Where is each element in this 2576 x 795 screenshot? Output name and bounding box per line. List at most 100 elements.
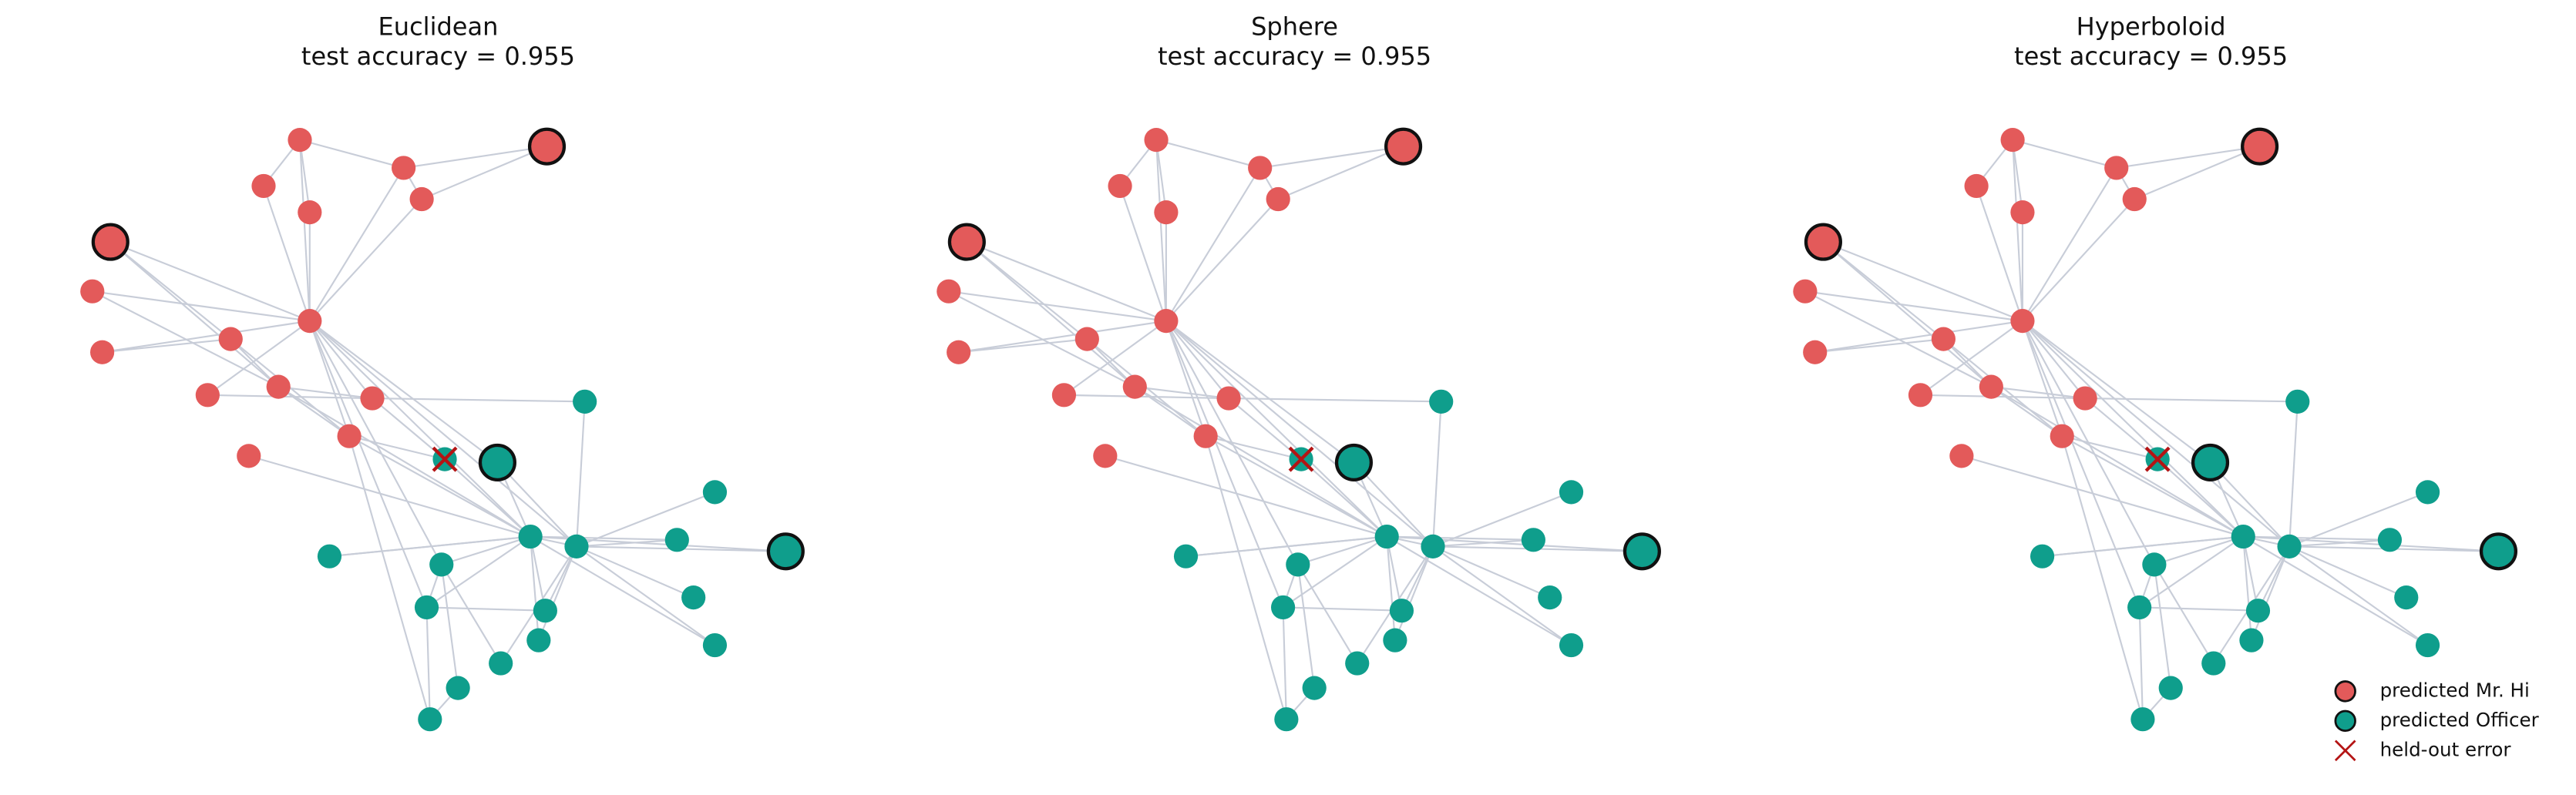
node — [681, 585, 706, 610]
panel-title: Sphere — [1251, 12, 1338, 41]
node — [518, 524, 543, 549]
node — [2010, 309, 2035, 334]
edge — [277, 386, 350, 438]
edge — [1296, 564, 1316, 689]
node — [418, 707, 442, 732]
edge — [1432, 545, 1551, 599]
edge — [1277, 146, 1404, 200]
edge — [2022, 320, 2086, 399]
node — [1793, 279, 1818, 304]
edge — [2012, 139, 2117, 169]
node — [2377, 528, 2403, 552]
edge — [576, 545, 716, 646]
node — [1154, 200, 1179, 225]
node — [1248, 156, 1273, 180]
nodes — [80, 127, 2518, 732]
node — [1384, 127, 1423, 166]
edge — [102, 338, 231, 354]
node — [478, 443, 516, 481]
edge — [2138, 607, 2144, 720]
edge — [1431, 401, 1442, 547]
edge — [1185, 535, 1387, 558]
edge — [1205, 435, 1302, 461]
edge — [348, 435, 531, 538]
node — [237, 444, 261, 468]
error-mark — [432, 446, 458, 472]
node — [414, 595, 439, 620]
edge — [109, 241, 231, 340]
edge — [1165, 320, 1284, 608]
edge — [2209, 461, 2290, 548]
edge — [2022, 198, 2136, 322]
edge — [348, 435, 446, 461]
edge — [2061, 435, 2158, 461]
node — [1374, 524, 1399, 549]
edge — [2012, 139, 2024, 213]
node — [1623, 532, 1661, 571]
node — [1383, 628, 1407, 652]
edge — [1165, 320, 1299, 565]
node — [298, 200, 322, 225]
edge — [1063, 320, 1167, 396]
edge — [1297, 535, 1387, 565]
node — [1286, 552, 1310, 577]
edge — [309, 320, 531, 538]
edge — [1976, 186, 2023, 321]
edge — [1387, 535, 1534, 541]
node — [2231, 524, 2255, 549]
edge — [1432, 545, 1572, 646]
node — [1173, 544, 1199, 569]
node — [1521, 528, 1545, 552]
node — [527, 127, 567, 166]
node — [90, 340, 115, 364]
node — [573, 389, 597, 414]
edge — [348, 435, 431, 720]
edge — [2139, 535, 2244, 609]
edge — [426, 606, 546, 612]
node — [947, 223, 986, 261]
node — [2191, 443, 2230, 481]
edge — [2012, 139, 2024, 321]
node — [1538, 585, 1562, 610]
node — [2415, 480, 2440, 505]
edge — [1386, 535, 1572, 646]
node — [1931, 327, 1956, 351]
edge — [329, 535, 531, 558]
edge — [309, 320, 499, 464]
edge — [372, 398, 585, 403]
edge — [1283, 606, 1402, 612]
legend-label: held-out error — [2380, 738, 2512, 760]
edge — [496, 461, 577, 548]
node — [1345, 651, 1370, 676]
edge — [262, 186, 311, 321]
edge — [1822, 241, 1993, 387]
node — [446, 676, 470, 700]
node — [195, 383, 220, 408]
edge — [2289, 538, 2390, 548]
edge — [308, 320, 442, 565]
edge — [308, 320, 428, 608]
node — [489, 651, 513, 676]
node — [2122, 186, 2147, 212]
edge — [2021, 320, 2063, 437]
edge — [1282, 535, 1387, 609]
node — [947, 340, 971, 364]
edge — [1991, 386, 2086, 400]
edge — [1165, 320, 1355, 464]
edge — [2022, 320, 2290, 548]
node — [251, 173, 276, 199]
node — [1389, 599, 1414, 623]
node — [1559, 632, 1584, 658]
edge — [2116, 146, 2260, 169]
edge — [299, 139, 404, 169]
edge — [308, 167, 405, 322]
edge — [966, 241, 1088, 340]
node — [1803, 340, 1828, 364]
node — [1144, 128, 1169, 153]
node — [1964, 173, 1989, 199]
edge — [1814, 320, 2023, 354]
node — [266, 374, 291, 399]
edge — [2139, 606, 2258, 612]
node — [1429, 389, 1454, 414]
